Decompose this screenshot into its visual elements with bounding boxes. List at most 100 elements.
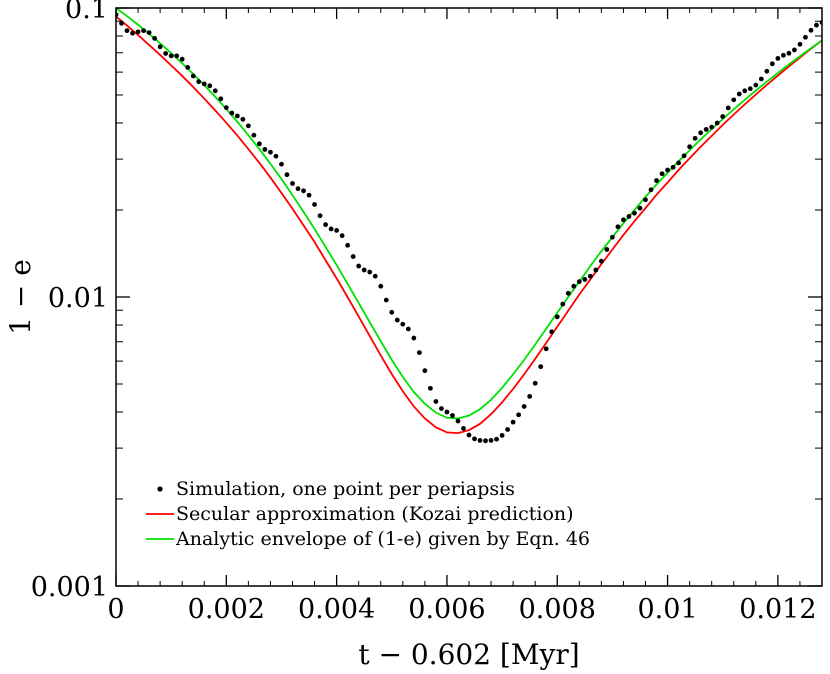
data-point (328, 226, 334, 232)
data-point (312, 202, 317, 207)
data-point (361, 267, 367, 273)
data-point (587, 273, 593, 279)
data-point (643, 197, 648, 203)
data-point (245, 123, 251, 129)
data-point (268, 149, 273, 155)
data-point (444, 409, 450, 415)
legend-marker-1 (157, 486, 163, 492)
data-point (157, 44, 163, 50)
data-point (659, 171, 665, 177)
data-point (510, 419, 516, 425)
data-point (185, 64, 191, 70)
data-point (290, 181, 295, 186)
data-point (736, 91, 742, 97)
data-point (400, 321, 406, 327)
data-point (753, 82, 759, 88)
x-tick-label: 0.01 (638, 594, 698, 625)
data-point (571, 283, 577, 289)
data-point (334, 228, 340, 233)
data-point (201, 81, 207, 87)
data-point (532, 380, 538, 386)
data-point (769, 61, 775, 67)
data-point (422, 368, 428, 374)
data-point (240, 116, 246, 122)
data-point (786, 50, 792, 56)
series-line-2 (116, 8, 822, 420)
data-point (516, 412, 522, 418)
data-point (190, 73, 196, 79)
data-point (130, 30, 135, 36)
data-point (394, 317, 400, 323)
data-point (527, 393, 533, 399)
data-point (141, 28, 146, 34)
data-point (676, 160, 681, 166)
data-point (383, 297, 389, 303)
data-point (179, 56, 185, 62)
data-point (284, 172, 290, 178)
data-point (433, 399, 439, 404)
x-tick-label: 0.004 (298, 594, 375, 625)
data-point (350, 254, 356, 259)
data-point (593, 267, 599, 273)
data-point (792, 47, 797, 53)
data-point (703, 127, 709, 132)
data-point (152, 35, 158, 41)
data-point (372, 273, 378, 279)
y-axis-title: 1 − e (4, 259, 37, 335)
data-point (560, 301, 566, 307)
data-point (212, 88, 218, 94)
data-point (731, 97, 737, 103)
data-point (234, 113, 240, 119)
data-point (582, 277, 588, 282)
data-point (758, 76, 764, 82)
data-point (168, 53, 174, 59)
data-point (615, 224, 621, 230)
data-point (378, 283, 384, 289)
x-axis-title: t − 0.602 [Myr] (358, 638, 579, 671)
data-point (814, 22, 819, 28)
data-point (262, 147, 268, 152)
data-point (411, 335, 417, 341)
data-point (295, 186, 301, 192)
data-point (610, 234, 615, 240)
legend-label-3: Analytic envelope of (1-e) given by Eqn.… (175, 528, 590, 550)
data-point (775, 56, 781, 61)
data-point (439, 406, 444, 411)
data-point (257, 141, 262, 147)
data-point (124, 28, 130, 34)
data-point (543, 346, 549, 352)
data-point (621, 217, 626, 223)
x-tick-label: 0.002 (188, 594, 265, 625)
y-tick-label: 0.001 (31, 572, 108, 603)
data-point (207, 83, 213, 89)
data-point (223, 105, 229, 111)
data-point (576, 279, 582, 285)
data-point (692, 135, 698, 141)
data-point (797, 41, 803, 47)
data-point (742, 88, 748, 94)
data-point (720, 114, 726, 119)
data-point (494, 436, 499, 442)
data-point (273, 153, 279, 159)
data-point (803, 34, 808, 40)
data-point (549, 329, 555, 335)
x-tick-label: 0.008 (519, 594, 596, 625)
data-point (427, 385, 433, 391)
data-point (747, 86, 753, 92)
data-point (196, 79, 202, 85)
data-point (405, 326, 411, 332)
data-point (389, 309, 395, 315)
data-point (119, 20, 124, 26)
data-point (466, 432, 472, 438)
data-point (681, 153, 687, 159)
data-point (637, 205, 643, 211)
data-point (279, 161, 284, 167)
data-point (648, 187, 654, 193)
legend-label-1: Simulation, one point per periapsis (176, 478, 515, 500)
axes-layer: 0 0.002 0.004 0.006 0.008 0.01 0.012 0.001 0.01 0… (31, 0, 823, 625)
data-point (808, 27, 814, 33)
data-point (345, 242, 351, 248)
data-point (135, 29, 141, 35)
data-point (356, 263, 362, 269)
